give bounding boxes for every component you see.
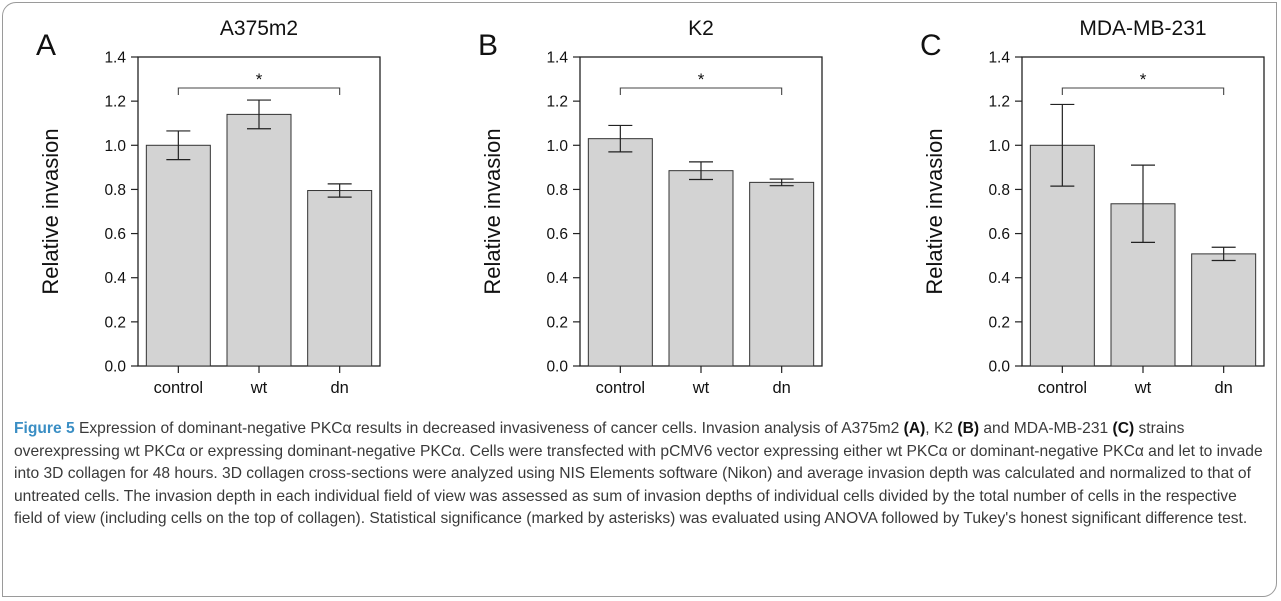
y-tick-label: 1.4 bbox=[988, 50, 1010, 67]
bar-dn bbox=[307, 190, 373, 367]
y-tick-label: 1.0 bbox=[988, 138, 1010, 155]
figure-charts: A A375m2 Relative invasion 0.0 0.2 0.4 0.6 0.8 1… bbox=[36, 17, 1265, 397]
x-tick-label: control bbox=[154, 379, 204, 397]
y-tick-label: 0.8 bbox=[546, 182, 568, 199]
y-tick-label: 1.4 bbox=[104, 50, 126, 67]
chart-panel-a: A A375m2 Relative invasion 0.0 0.2 0.4 0.6 0.8 1… bbox=[36, 17, 381, 397]
y-tick-label: 1.2 bbox=[104, 94, 126, 111]
x-tick-label: wt bbox=[1134, 379, 1152, 397]
y-tick-label: 1.2 bbox=[546, 94, 568, 111]
x-tick-label: dn bbox=[1214, 379, 1232, 397]
caption-text-1: Expression of dominant-negative PKCα res… bbox=[74, 420, 904, 437]
y-tick-label: 1.4 bbox=[546, 50, 568, 67]
caption-ref-a: (A) bbox=[903, 420, 926, 437]
y-tick-label: 1.0 bbox=[104, 138, 126, 155]
y-tick-label: 0.4 bbox=[104, 270, 126, 287]
x-tick-label: dn bbox=[772, 379, 790, 397]
caption-ref-b: (B) bbox=[957, 420, 980, 437]
panel-letter: C bbox=[920, 29, 942, 62]
caption-ref-c: (C) bbox=[1112, 420, 1135, 437]
y-tick-label: 0.2 bbox=[988, 314, 1010, 331]
y-tick-label: 0.0 bbox=[546, 359, 568, 376]
y-tick-label: 1.0 bbox=[546, 138, 568, 155]
y-tick-label: 0.4 bbox=[988, 270, 1010, 287]
y-axis-label: Relative invasion bbox=[38, 128, 63, 294]
chart-title: A375m2 bbox=[220, 17, 298, 40]
caption-text-2: , K2 bbox=[925, 420, 958, 437]
x-tick-label: dn bbox=[330, 379, 348, 397]
significance-bracket bbox=[1061, 87, 1225, 95]
significance-bracket bbox=[619, 87, 783, 95]
bar-wt bbox=[226, 113, 292, 367]
bar-control bbox=[145, 144, 211, 367]
chart-panel-b: B K2 Relative invasion 0.0 0.2 0.4 0.6 0.8 1.0 1.… bbox=[478, 17, 823, 397]
x-tick-label: wt bbox=[692, 379, 710, 397]
y-tick-label: 0.0 bbox=[988, 359, 1010, 376]
significance-marker: * bbox=[256, 70, 263, 89]
bar-control bbox=[587, 138, 653, 367]
x-tick-label: control bbox=[596, 379, 646, 397]
bar-dn bbox=[1191, 253, 1257, 367]
y-tick-label: 0.6 bbox=[988, 226, 1010, 243]
y-tick-label: 0.8 bbox=[988, 182, 1010, 199]
figure-label: Figure 5 bbox=[14, 420, 75, 437]
chart-title: MDA-MB-231 bbox=[1079, 17, 1206, 40]
y-tick-label: 1.2 bbox=[988, 94, 1010, 111]
significance-bracket bbox=[177, 87, 341, 95]
chart-title: K2 bbox=[688, 17, 714, 40]
y-tick-label: 0.4 bbox=[546, 270, 568, 287]
significance-marker: * bbox=[1140, 70, 1147, 89]
significance-marker: * bbox=[698, 70, 705, 89]
caption-text-4: strains overexpressing wt PKCα or expres… bbox=[14, 420, 1263, 527]
bar-wt bbox=[668, 170, 734, 367]
y-tick-label: 0.8 bbox=[104, 182, 126, 199]
y-axis-label: Relative invasion bbox=[922, 128, 947, 294]
y-tick-label: 0.2 bbox=[546, 314, 568, 331]
panel-letter: A bbox=[36, 29, 56, 62]
y-tick-label: 0.2 bbox=[104, 314, 126, 331]
y-tick-label: 0.6 bbox=[104, 226, 126, 243]
chart-panel-c: C MDA-MB-231 Relative invasion 0.0 0.2 0.4 0.6… bbox=[920, 17, 1265, 397]
figure-caption: Figure 5 Expression of dominant-negative… bbox=[14, 418, 1266, 531]
panel-letter: B bbox=[478, 29, 498, 62]
y-tick-label: 0.0 bbox=[104, 359, 126, 376]
bar-dn bbox=[749, 181, 815, 367]
y-axis-label: Relative invasion bbox=[480, 128, 505, 294]
y-tick-label: 0.6 bbox=[546, 226, 568, 243]
x-tick-label: control bbox=[1038, 379, 1088, 397]
caption-text-3: and MDA-MB-231 bbox=[979, 420, 1113, 437]
x-tick-label: wt bbox=[250, 379, 268, 397]
